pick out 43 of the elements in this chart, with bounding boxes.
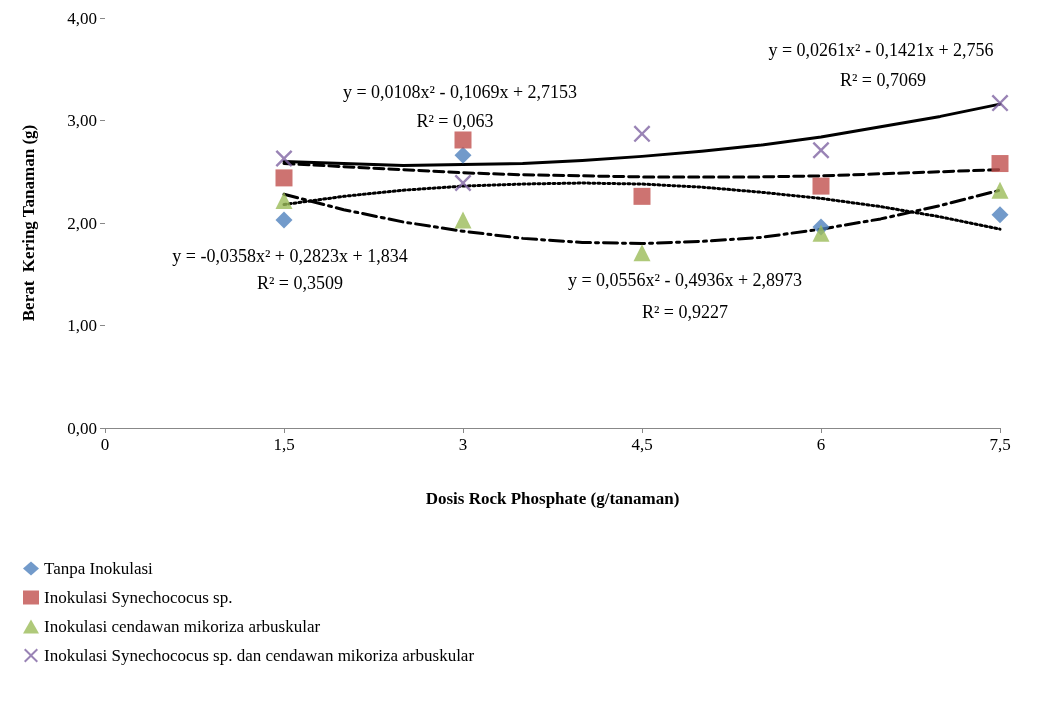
point — [275, 149, 293, 167]
point — [633, 244, 651, 262]
x-tick-label: 3 — [458, 435, 468, 454]
annotation: y = 0,0261x² - 0,1421x + 2,756 — [768, 40, 994, 60]
x-tick-label: 1,5 — [273, 435, 295, 454]
point — [991, 94, 1009, 112]
annotation: R² = 0,9227 — [641, 302, 729, 322]
y-tick-label: 0,00 — [67, 418, 97, 438]
x-tick-label: 0 — [100, 435, 110, 454]
point — [991, 206, 1009, 224]
point — [633, 125, 651, 143]
annotation: y = 0,0108x² - 0,1069x + 2,7153 — [342, 82, 578, 102]
annotation: R² = 0,7069 — [839, 70, 927, 90]
point — [812, 177, 830, 195]
point — [275, 191, 293, 209]
point — [454, 174, 472, 192]
point — [812, 141, 830, 159]
legend-label: Inokulasi Synechococus sp. dan cendawan mikoriza arbuskular — [44, 646, 475, 665]
point — [275, 169, 293, 187]
point — [812, 224, 830, 242]
point — [454, 131, 472, 149]
annotation: R² = 0,063 — [416, 111, 494, 131]
x-tick-label: 6 — [816, 435, 826, 454]
y-tick-label: 2,00 — [67, 213, 97, 233]
annotation: R² = 0,3509 — [256, 273, 344, 293]
point — [991, 181, 1009, 199]
x-tick-label: 7,5 — [989, 435, 1011, 454]
x-tick-label: 4,5 — [631, 435, 653, 454]
x-axis-title: Dosis Rock Phosphate (g/tanaman) — [425, 489, 680, 508]
annotation: y = 0,0556x² - 0,4936x + 2,8973 — [567, 270, 803, 290]
point — [275, 211, 293, 229]
point — [454, 211, 472, 229]
point — [454, 146, 472, 164]
legend-label: Inokulasi cendawan mikoriza arbuskular — [44, 617, 321, 636]
y-axis-title: Berat Kering Tanaman (g) — [19, 124, 38, 322]
y-tick-label: 3,00 — [67, 111, 97, 130]
point — [991, 155, 1009, 173]
annotation: y = -0,0358x² + 0,2823x + 1,834 — [172, 246, 408, 266]
point — [633, 187, 651, 205]
y-tick-label: 1,00 — [67, 316, 97, 335]
y-tick-label: 4,00 — [67, 8, 97, 28]
legend-label: Inokulasi Synechococus sp. — [44, 588, 233, 607]
legend-label: Tanpa Inokulasi — [44, 559, 154, 578]
